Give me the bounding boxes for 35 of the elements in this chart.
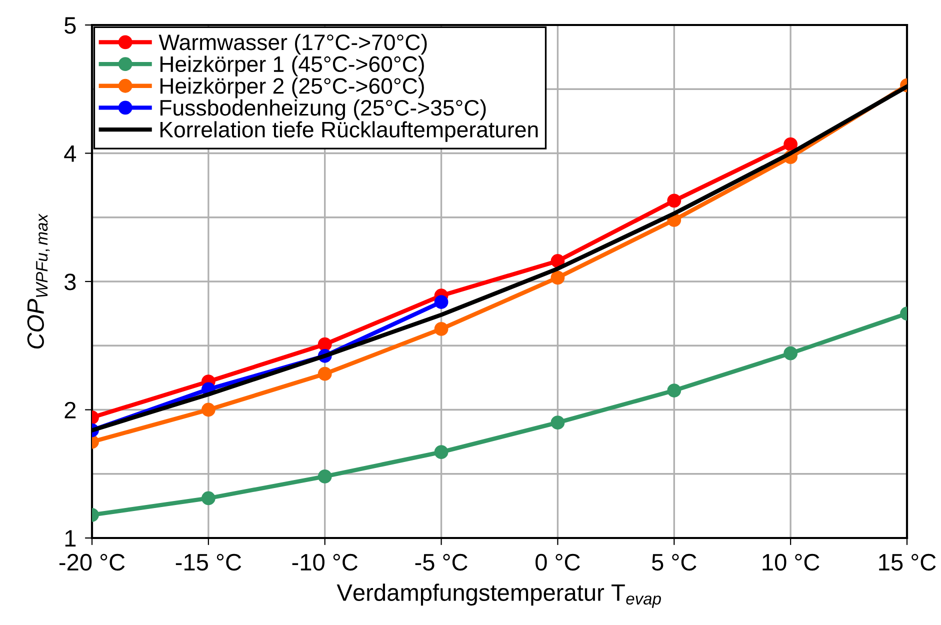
x-tick-label: 10 °C: [762, 554, 820, 571]
point: [550, 416, 565, 430]
y-axis-title: COP$_{WPFu,max}$: [27, 214, 50, 349]
point: [784, 346, 798, 360]
point: [434, 445, 448, 460]
point: [784, 137, 798, 152]
x-tick-label: 5 °C: [652, 554, 696, 571]
x-axis-title: Verdampfungstemperatur T$_{evap}$: [336, 584, 661, 608]
point: [318, 337, 332, 352]
x-tick-label: -15 °C: [176, 554, 242, 571]
point: [550, 254, 565, 268]
point: [550, 270, 565, 285]
y-tick-label: 1: [65, 530, 76, 547]
x-tick-label: 0 °C: [536, 554, 580, 571]
legend-label: Warmwasser (17°C->70°C): [158, 34, 427, 55]
y-tick-label: 2: [64, 402, 76, 418]
legend-label: Heizkörper 2 (25°C->60°C): [160, 78, 424, 98]
legend-label: Heizkörper 1 (45°C->60°C): [160, 56, 424, 76]
point: [434, 295, 448, 309]
y-tick-label: 5: [64, 17, 76, 34]
point: [318, 469, 332, 484]
x-tick-label: -10 °C: [292, 554, 358, 571]
point: [318, 366, 332, 381]
y-tick-label: 3: [64, 274, 76, 290]
point: [667, 384, 682, 398]
point: [201, 491, 216, 506]
point: [434, 322, 448, 336]
x-tick-label: -5 °C: [415, 554, 468, 571]
legend-label: Fussbodenheizung (25°C->35°C): [160, 99, 486, 120]
y-tick-label: 4: [64, 146, 76, 162]
point: [667, 194, 682, 208]
point: [201, 402, 216, 417]
x-tick-label: -20 °C: [59, 554, 125, 571]
legend-label: Korrelation tiefe Rücklauftemperaturen: [160, 121, 538, 142]
x-tick-label: 15 °C: [879, 554, 936, 571]
